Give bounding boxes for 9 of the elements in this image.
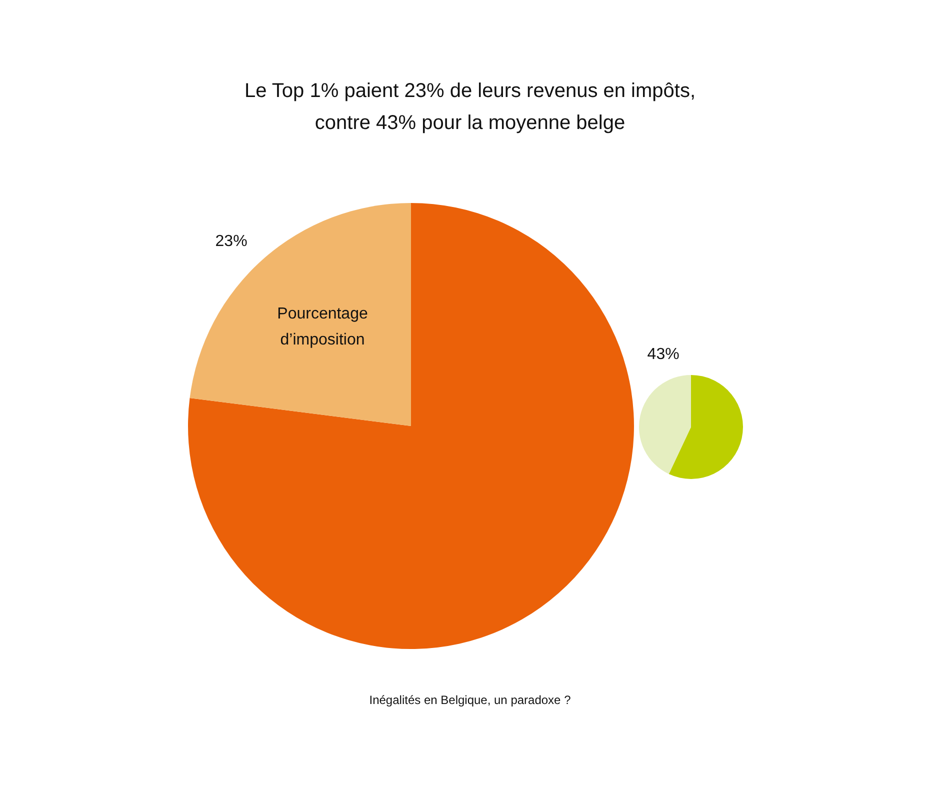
pie-slice — [668, 375, 743, 479]
text: Inégalités en Belgique, un paradoxe ? — [369, 693, 572, 707]
chart-title: Le Top 1% paient 23% de leurs revenus en impôts, contre 43% pour la moyenne belge — [244, 80, 696, 134]
pie-slice — [188, 203, 634, 649]
slice-label: Pourcentage d’imposition — [277, 306, 368, 349]
pie-slice — [639, 375, 691, 474]
data-label: 23% — [215, 232, 248, 250]
pie-slice — [190, 203, 411, 426]
data-label: 43% — [647, 346, 680, 363]
